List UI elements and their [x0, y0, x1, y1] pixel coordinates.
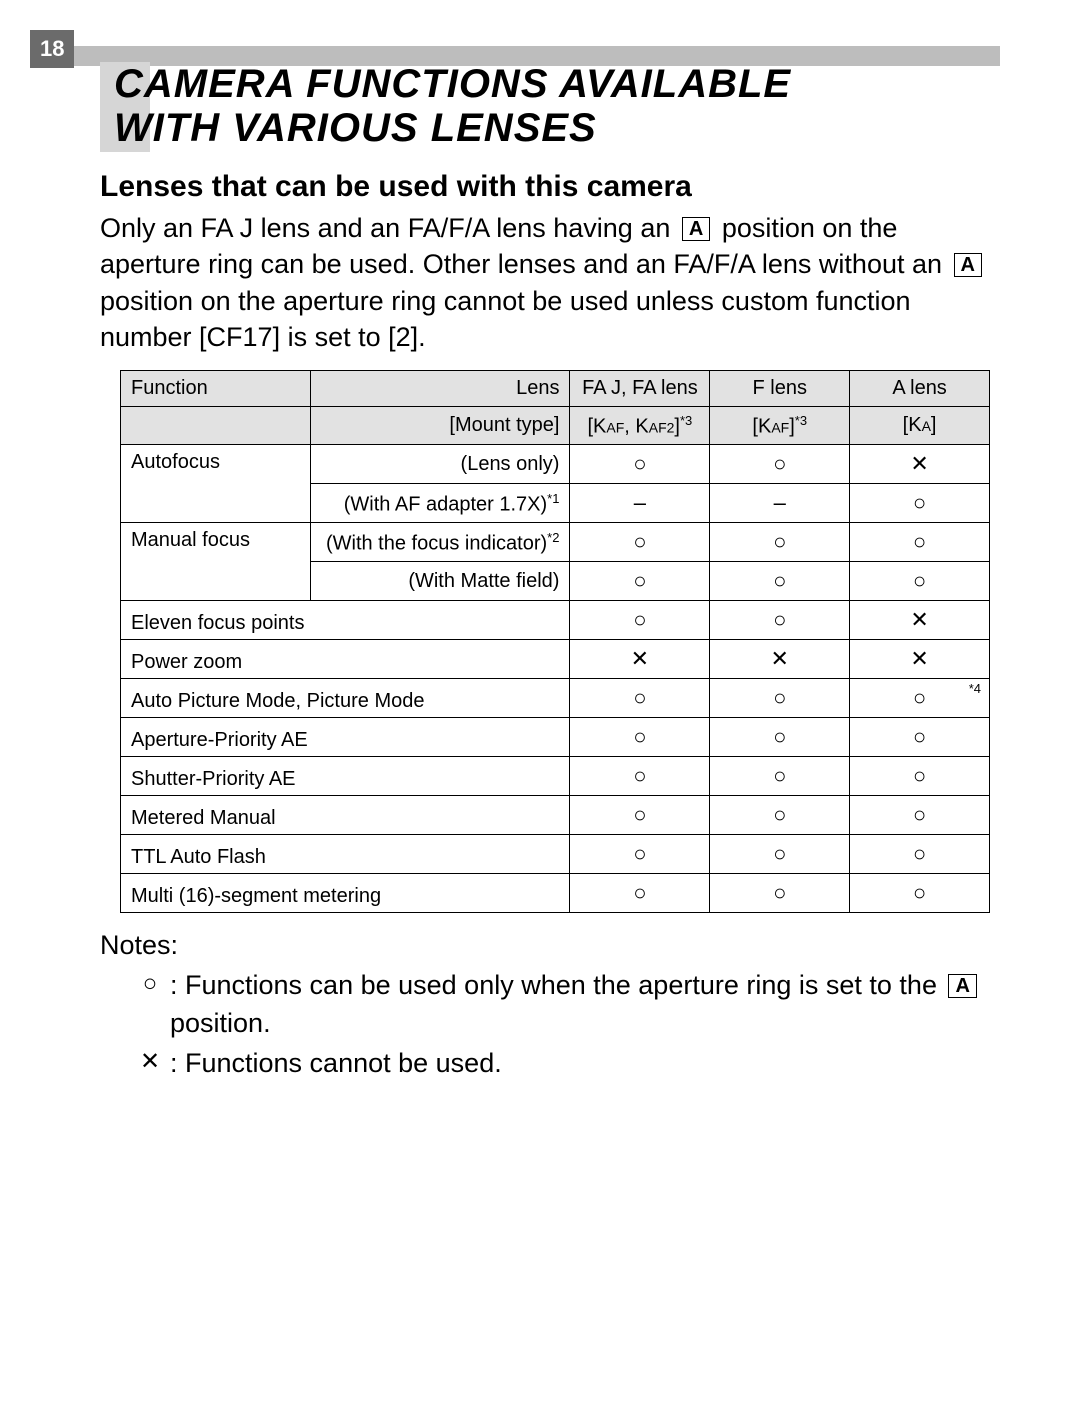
circle-icon: ○: [130, 967, 170, 1043]
table-row: Eleven focus points○○✕: [121, 601, 990, 640]
th-mount-2: [KAF]*3: [710, 406, 850, 445]
table-row: Shutter-Priority AE○○○: [121, 757, 990, 796]
row-label: Auto Picture Mode, Picture Mode: [121, 679, 570, 718]
cell-value: ○: [710, 835, 850, 874]
th-col-3: A lens: [850, 370, 990, 406]
row-label: TTL Auto Flash: [121, 835, 570, 874]
notes-section: Notes: ○ : Functions can be used only wh…: [100, 927, 1000, 1082]
cell-footnote: *4: [969, 681, 981, 696]
cell-value: ○: [570, 757, 710, 796]
cell-value: –: [710, 484, 850, 523]
cell-value: ○: [570, 601, 710, 640]
cell-value: ○: [570, 796, 710, 835]
cell-value: ○: [570, 562, 710, 601]
th-function: Function: [121, 370, 311, 406]
cell-value: ✕: [850, 640, 990, 679]
intro-paragraph: Only an FA J lens and an FA/F/A lens hav…: [100, 210, 1000, 356]
cell-value: ○: [710, 718, 850, 757]
a-position-icon: A: [682, 217, 710, 241]
table-row: Power zoom✕✕✕: [121, 640, 990, 679]
cell-value: ✕: [710, 640, 850, 679]
th-col-2: F lens: [710, 370, 850, 406]
cell-value: ○: [850, 874, 990, 913]
th-mount-3: [KA]: [850, 406, 990, 445]
cell-value: ○: [710, 601, 850, 640]
th-blank: [121, 406, 311, 445]
cell-value: ○: [710, 796, 850, 835]
row-label: Manual focus: [121, 523, 311, 601]
cell-value: ○: [710, 874, 850, 913]
cell-value: ○: [570, 718, 710, 757]
table-row: Aperture-Priority AE○○○: [121, 718, 990, 757]
cell-value: ○: [570, 523, 710, 562]
row-label: Aperture-Priority AE: [121, 718, 570, 757]
row-label: Shutter-Priority AE: [121, 757, 570, 796]
th-mount: [Mount type]: [310, 406, 570, 445]
cell-value: ✕: [850, 445, 990, 484]
row-sub-label: (With the focus indicator)*2: [310, 523, 570, 562]
cell-value: ○*4: [850, 679, 990, 718]
main-title: CAMERA FUNCTIONS AVAILABLE WITH VARIOUS …: [100, 62, 1000, 150]
table-row: TTL Auto Flash○○○: [121, 835, 990, 874]
intro-part-3: position on the aperture ring cannot be …: [100, 286, 911, 352]
title-line-2: WITH VARIOUS LENSES: [114, 106, 597, 150]
title-block: CAMERA FUNCTIONS AVAILABLE WITH VARIOUS …: [30, 62, 1000, 150]
note-2-text: : Functions cannot be used.: [170, 1045, 1000, 1083]
table-row: Autofocus(Lens only)○○✕: [121, 445, 990, 484]
note-1b: position.: [170, 1008, 271, 1038]
title-line-1: CAMERA FUNCTIONS AVAILABLE: [114, 62, 791, 106]
th-col-1: FA J, FA lens: [570, 370, 710, 406]
cell-value: ○: [710, 757, 850, 796]
note-row-no: ✕ : Functions cannot be used.: [130, 1045, 1000, 1083]
table-body: Autofocus(Lens only)○○✕(With AF adapter …: [121, 445, 990, 913]
cell-value: ○: [850, 562, 990, 601]
cell-value: ○: [710, 562, 850, 601]
cell-value: –: [570, 484, 710, 523]
row-sub-label: (With AF adapter 1.7X)*1: [310, 484, 570, 523]
cell-value: ○: [710, 523, 850, 562]
cell-value: ✕: [570, 640, 710, 679]
table-row: Multi (16)-segment metering○○○: [121, 874, 990, 913]
th-mount-1: [KAF, KAF2]*3: [570, 406, 710, 445]
table-row: Manual focus(With the focus indicator)*2…: [121, 523, 990, 562]
page: 18 CAMERA FUNCTIONS AVAILABLE WITH VARIO…: [0, 0, 1080, 1427]
row-sub-label: (With Matte field): [310, 562, 570, 601]
cell-value: ○: [570, 874, 710, 913]
cell-value: ○: [570, 679, 710, 718]
cell-value: ○: [570, 445, 710, 484]
notes-heading: Notes:: [100, 927, 1000, 965]
a-position-icon: A: [948, 974, 976, 998]
row-label: Autofocus: [121, 445, 311, 523]
cell-value: ○: [850, 523, 990, 562]
cell-value: ○: [710, 679, 850, 718]
row-label: Power zoom: [121, 640, 570, 679]
table-row: Auto Picture Mode, Picture Mode○○○*4: [121, 679, 990, 718]
row-label: Multi (16)-segment metering: [121, 874, 570, 913]
note-1a: : Functions can be used only when the ap…: [170, 970, 944, 1000]
th-lens: Lens: [310, 370, 570, 406]
table-row: Metered Manual○○○: [121, 796, 990, 835]
cell-value: ○: [850, 796, 990, 835]
row-label: Metered Manual: [121, 796, 570, 835]
cell-value: ○: [850, 484, 990, 523]
intro-part-1: Only an FA J lens and an FA/F/A lens hav…: [100, 213, 678, 243]
lens-function-table: Function Lens FA J, FA lens F lens A len…: [120, 370, 990, 914]
cell-value: ○: [850, 835, 990, 874]
subtitle: Lenses that can be used with this camera: [100, 170, 1000, 204]
cell-value: ○: [570, 835, 710, 874]
cell-value: ✕: [850, 601, 990, 640]
cell-value: ○: [850, 718, 990, 757]
note-row-yes: ○ : Functions can be used only when the …: [130, 967, 1000, 1043]
cross-icon: ✕: [130, 1045, 170, 1083]
cell-value: ○: [710, 445, 850, 484]
row-label: Eleven focus points: [121, 601, 570, 640]
cell-value: ○: [850, 757, 990, 796]
row-sub-label: (Lens only): [310, 445, 570, 484]
note-1-text: : Functions can be used only when the ap…: [170, 967, 1000, 1043]
a-position-icon: A: [954, 253, 982, 277]
